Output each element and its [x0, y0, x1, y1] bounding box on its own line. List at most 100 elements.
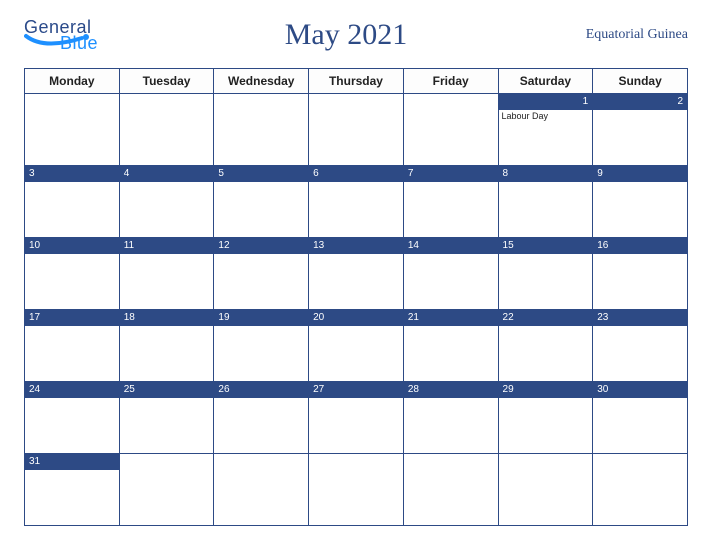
calendar-day-cell: 9 — [593, 166, 688, 238]
calendar-day-cell — [403, 454, 498, 526]
weekday-header: Friday — [403, 69, 498, 94]
day-number-strip: 3 — [25, 166, 119, 182]
calendar-day-cell: 10 — [25, 238, 120, 310]
weekday-header: Wednesday — [214, 69, 309, 94]
calendar-day-cell: 30 — [593, 382, 688, 454]
calendar-day-cell: 4 — [119, 166, 214, 238]
calendar-day-cell — [214, 454, 309, 526]
weekday-header: Saturday — [498, 69, 593, 94]
day-number-strip — [214, 94, 308, 110]
weekday-header: Tuesday — [119, 69, 214, 94]
calendar-day-cell: 17 — [25, 310, 120, 382]
calendar-day-cell: 28 — [403, 382, 498, 454]
calendar-day-cell: 21 — [403, 310, 498, 382]
day-number-strip: 22 — [499, 310, 593, 326]
day-number-strip: 17 — [25, 310, 119, 326]
day-number-strip: 11 — [120, 238, 214, 254]
calendar-day-cell — [309, 94, 404, 166]
calendar-week-row: 24252627282930 — [25, 382, 688, 454]
day-number-strip — [120, 454, 214, 470]
calendar-day-cell — [498, 454, 593, 526]
day-number-strip: 13 — [309, 238, 403, 254]
day-number-strip: 14 — [404, 238, 498, 254]
calendar-day-cell: 1Labour Day — [498, 94, 593, 166]
calendar-day-cell: 7 — [403, 166, 498, 238]
header: General Blue May 2021 Equatorial Guinea — [24, 10, 688, 60]
calendar-week-row: 31 — [25, 454, 688, 526]
day-number-strip: 25 — [120, 382, 214, 398]
calendar-week-row: 17181920212223 — [25, 310, 688, 382]
day-number-strip: 4 — [120, 166, 214, 182]
calendar-day-cell — [119, 454, 214, 526]
day-number-strip: 15 — [499, 238, 593, 254]
day-number-strip: 16 — [593, 238, 687, 254]
calendar-day-cell: 5 — [214, 166, 309, 238]
day-number-strip: 30 — [593, 382, 687, 398]
day-number-strip: 19 — [214, 310, 308, 326]
logo-swoosh-icon — [24, 32, 94, 54]
calendar-week-row: 1Labour Day2 — [25, 94, 688, 166]
calendar-day-cell: 15 — [498, 238, 593, 310]
day-number-strip: 21 — [404, 310, 498, 326]
calendar-day-cell: 6 — [309, 166, 404, 238]
day-number-strip — [404, 454, 498, 470]
country-label: Equatorial Guinea — [548, 27, 688, 43]
calendar-day-cell: 2 — [593, 94, 688, 166]
day-number-strip: 2 — [593, 94, 687, 110]
day-number-strip: 10 — [25, 238, 119, 254]
day-number-strip: 6 — [309, 166, 403, 182]
calendar-day-cell — [309, 454, 404, 526]
calendar-day-cell: 24 — [25, 382, 120, 454]
calendar-day-cell: 13 — [309, 238, 404, 310]
day-number-strip: 7 — [404, 166, 498, 182]
day-number-strip: 5 — [214, 166, 308, 182]
day-number-strip: 20 — [309, 310, 403, 326]
day-number-strip — [593, 454, 687, 470]
day-number-strip — [214, 454, 308, 470]
calendar-day-cell: 20 — [309, 310, 404, 382]
calendar-day-cell: 31 — [25, 454, 120, 526]
day-number-strip: 28 — [404, 382, 498, 398]
calendar-day-cell: 29 — [498, 382, 593, 454]
calendar-day-cell — [593, 454, 688, 526]
calendar-event: Labour Day — [499, 110, 593, 123]
calendar-day-cell — [25, 94, 120, 166]
weekday-header-row: Monday Tuesday Wednesday Thursday Friday… — [25, 69, 688, 94]
logo: General Blue — [24, 18, 144, 52]
calendar-day-cell: 18 — [119, 310, 214, 382]
day-number-strip — [309, 94, 403, 110]
day-number-strip: 27 — [309, 382, 403, 398]
calendar-table: Monday Tuesday Wednesday Thursday Friday… — [24, 68, 688, 526]
weekday-header: Thursday — [309, 69, 404, 94]
day-number-strip — [499, 454, 593, 470]
calendar-day-cell: 11 — [119, 238, 214, 310]
day-number-strip: 1 — [499, 94, 593, 110]
calendar-day-cell: 12 — [214, 238, 309, 310]
calendar-day-cell: 14 — [403, 238, 498, 310]
calendar-week-row: 10111213141516 — [25, 238, 688, 310]
day-number-strip: 12 — [214, 238, 308, 254]
day-number-strip: 24 — [25, 382, 119, 398]
day-number-strip: 29 — [499, 382, 593, 398]
calendar-day-cell — [119, 94, 214, 166]
day-number-strip: 26 — [214, 382, 308, 398]
day-number-strip — [404, 94, 498, 110]
calendar-body: 1Labour Day23456789101112131415161718192… — [25, 94, 688, 526]
day-number-strip — [309, 454, 403, 470]
day-number-strip: 18 — [120, 310, 214, 326]
page-title: May 2021 — [144, 18, 548, 52]
calendar-day-cell: 8 — [498, 166, 593, 238]
day-number-strip: 31 — [25, 454, 119, 470]
calendar-day-cell — [214, 94, 309, 166]
day-number-strip — [25, 94, 119, 110]
day-number-strip: 23 — [593, 310, 687, 326]
day-number-strip: 8 — [499, 166, 593, 182]
weekday-header: Monday — [25, 69, 120, 94]
weekday-header: Sunday — [593, 69, 688, 94]
day-number-strip — [120, 94, 214, 110]
calendar-day-cell: 16 — [593, 238, 688, 310]
calendar-day-cell: 23 — [593, 310, 688, 382]
calendar-day-cell: 22 — [498, 310, 593, 382]
calendar-day-cell: 25 — [119, 382, 214, 454]
calendar-day-cell: 27 — [309, 382, 404, 454]
